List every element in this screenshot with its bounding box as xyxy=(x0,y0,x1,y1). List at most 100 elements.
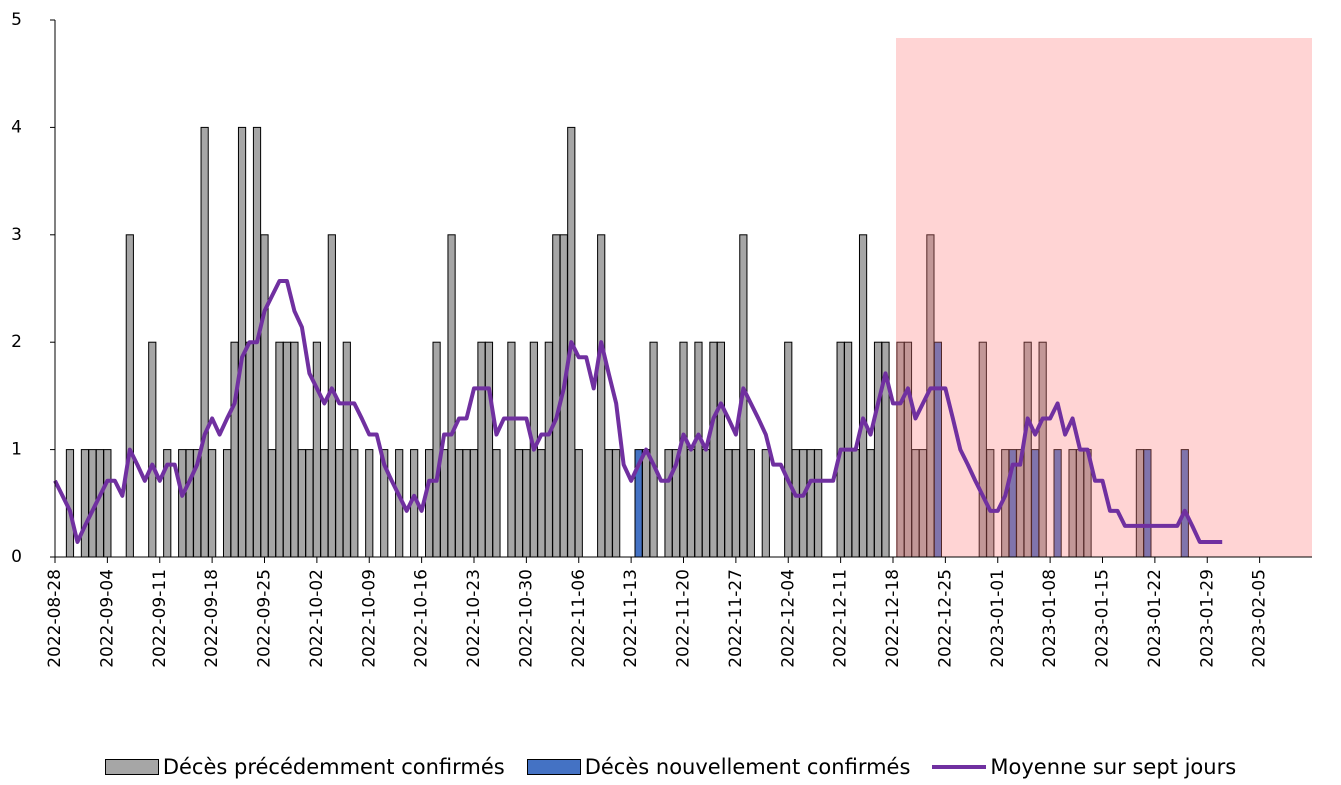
bar xyxy=(185,449,194,558)
bar xyxy=(439,449,449,558)
bar xyxy=(425,449,434,558)
x-tick-label: 2023-01-01 xyxy=(988,569,1008,668)
y-tick-label: 3 xyxy=(11,225,22,245)
bar xyxy=(686,449,696,558)
bar xyxy=(230,341,239,558)
bar xyxy=(200,126,209,558)
x-tick-label: 2022-10-02 xyxy=(307,569,327,668)
bar xyxy=(237,126,247,558)
bar xyxy=(103,449,112,558)
y-tick-label: 1 xyxy=(11,440,22,460)
bar xyxy=(245,341,254,558)
bar xyxy=(799,449,808,558)
legend-label: Décès nouvellement confirmés xyxy=(584,755,911,779)
bar xyxy=(664,449,673,558)
x-tick-label: 2022-08-28 xyxy=(45,569,65,668)
bar xyxy=(604,449,613,558)
bar xyxy=(873,341,883,558)
bar xyxy=(125,234,134,558)
x-tick-label: 2022-11-06 xyxy=(569,569,589,668)
bar xyxy=(297,449,307,558)
bar xyxy=(305,449,314,558)
bar xyxy=(574,449,583,558)
x-tick-label: 2022-09-25 xyxy=(255,569,275,668)
x-tick-label: 2023-01-08 xyxy=(1040,569,1060,668)
bar xyxy=(858,234,868,558)
x-tick-label: 2023-01-22 xyxy=(1145,569,1165,668)
x-tick-label: 2022-10-09 xyxy=(359,569,379,668)
x-tick-label: 2022-10-30 xyxy=(516,569,536,668)
x-tick-label: 2022-09-04 xyxy=(97,569,117,668)
x-tick-label: 2022-11-20 xyxy=(674,569,694,668)
bar xyxy=(522,449,531,558)
bar xyxy=(814,449,823,558)
bar xyxy=(552,234,561,558)
bar xyxy=(537,449,546,558)
legend-swatch xyxy=(104,759,159,775)
bar xyxy=(731,449,740,558)
bar xyxy=(469,449,479,558)
bar xyxy=(282,341,292,558)
legend: Décès précédemment confirmés Décès nouvel… xyxy=(0,755,1341,779)
bar xyxy=(709,341,718,558)
legend-swatch xyxy=(932,765,987,769)
bar xyxy=(612,449,621,558)
legend-label: Décès précédemment confirmés xyxy=(162,755,505,779)
bar xyxy=(649,341,658,558)
x-tick-label: 2022-11-13 xyxy=(621,569,641,668)
y-tick-label: 2 xyxy=(11,332,22,352)
bar xyxy=(507,341,516,558)
highlight-region xyxy=(896,38,1312,557)
bar xyxy=(178,449,187,558)
x-tick-label: 2022-09-18 xyxy=(202,569,222,668)
bar xyxy=(290,341,299,558)
bar xyxy=(716,341,726,558)
bar xyxy=(806,449,815,558)
bar xyxy=(514,449,523,558)
bar xyxy=(694,341,703,558)
bar xyxy=(724,449,733,558)
bar xyxy=(454,449,464,558)
legend-item: Moyenne sur sept jours xyxy=(932,755,1236,779)
x-tick-label: 2023-01-15 xyxy=(1093,569,1113,668)
bar xyxy=(746,449,755,558)
y-tick-label: 4 xyxy=(11,117,22,137)
bar xyxy=(320,449,329,558)
x-tick-label: 2023-02-05 xyxy=(1250,569,1270,668)
bar xyxy=(701,449,711,558)
bar xyxy=(208,449,217,558)
x-tick-label: 2022-12-11 xyxy=(831,569,851,668)
bar xyxy=(462,449,471,558)
x-tick-label: 2022-12-04 xyxy=(778,569,798,668)
bar xyxy=(484,341,494,558)
bar xyxy=(267,449,277,558)
y-tick-label: 5 xyxy=(11,10,22,30)
legend-item: Décès précédemment confirmés xyxy=(104,755,505,779)
legend-swatch xyxy=(526,759,581,775)
bar xyxy=(432,341,441,558)
bar xyxy=(335,449,344,558)
bar xyxy=(275,341,284,558)
x-tick-label: 2022-10-23 xyxy=(464,569,484,668)
bar xyxy=(222,449,232,558)
bar xyxy=(365,449,374,558)
bar xyxy=(477,341,486,558)
bar xyxy=(866,449,875,558)
chart: 0 1 2 3 4 5 2022-08-28 2022-09-04 2022-09-11 2022… xyxy=(11,10,1312,668)
line xyxy=(53,278,1223,544)
x-tick-label: 2022-11-27 xyxy=(726,569,746,668)
bar xyxy=(544,341,553,558)
bar xyxy=(791,449,800,558)
x-tick-label: 2023-01-29 xyxy=(1197,569,1217,668)
bar xyxy=(312,341,321,558)
bar xyxy=(492,449,501,558)
legend-item: Décès nouvellement confirmés xyxy=(526,755,911,779)
bar xyxy=(851,449,860,558)
bar xyxy=(447,234,456,558)
legend-label: Moyenne sur sept jours xyxy=(990,755,1237,779)
bar xyxy=(260,234,269,558)
x-tick-label: 2022-12-18 xyxy=(883,569,903,668)
bar xyxy=(597,234,606,558)
bar xyxy=(350,449,359,558)
